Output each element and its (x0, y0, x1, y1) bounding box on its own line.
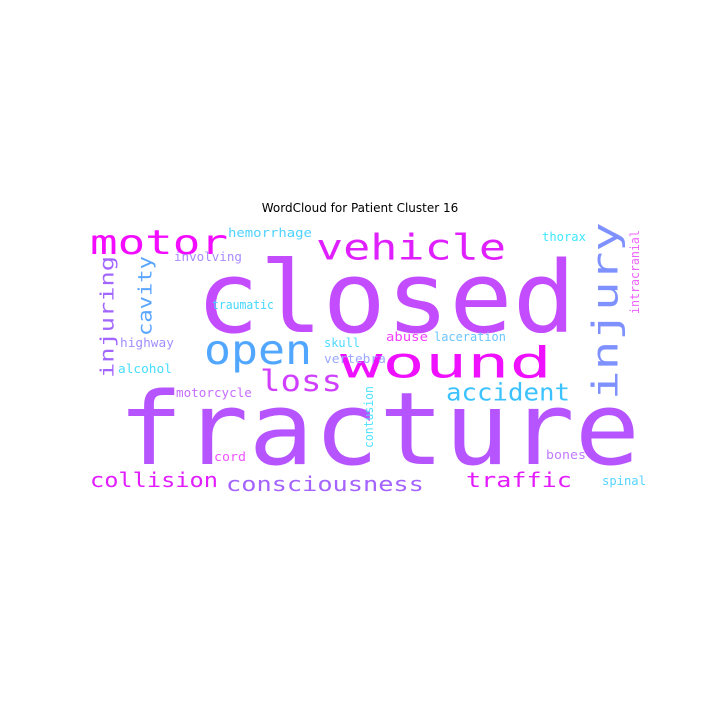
word-involving: involving (174, 250, 242, 264)
word-vehicle: vehicle (316, 226, 506, 268)
word-thorax: thorax (542, 230, 586, 244)
cloud-title: WordCloud for Patient Cluster 16 (261, 201, 459, 215)
word-injuring: injuring (97, 256, 119, 378)
word-traumatic: traumatic (212, 298, 274, 312)
word-cloud: closed fracture open wound injury vehicle moto… (90, 222, 646, 499)
word-consciousness: consciousness (226, 473, 424, 496)
word-laceration: laceration (434, 330, 506, 344)
word-cord: cord (214, 450, 246, 464)
word-spinal: spinal (602, 474, 646, 488)
word-highway: highway (120, 336, 174, 350)
word-bones: bones (546, 448, 586, 462)
word-closed: closed (196, 241, 576, 356)
word-fracture: fracture (118, 370, 640, 488)
word-wound: wound (340, 338, 552, 388)
word-accident: accident (446, 378, 570, 406)
word-motor: motor (90, 222, 228, 262)
word-open: open (204, 327, 312, 375)
word-alcohol: alcohol (118, 362, 172, 376)
word-motorcycle: motorcycle (176, 386, 252, 400)
word-intracranial: intracranial (628, 230, 642, 314)
word-injury: injury (585, 222, 627, 400)
word-contusion: contusion (362, 386, 376, 448)
word-cavity: cavity (134, 256, 156, 336)
word-loss: loss (260, 365, 342, 398)
word-collision: collision (90, 469, 218, 493)
word-hemorrhage: hemorrhage (228, 227, 312, 241)
word-vertebra: vertebra (324, 352, 386, 366)
word-abuse: abuse (386, 331, 428, 345)
word-traffic: traffic (466, 469, 572, 492)
word-skull: skull (324, 336, 360, 350)
